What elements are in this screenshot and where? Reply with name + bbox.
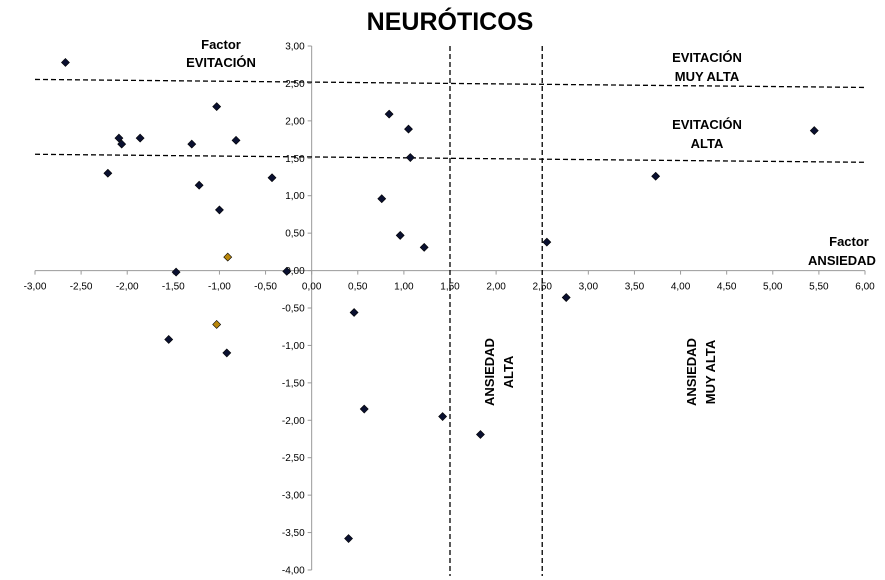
data-point (117, 139, 127, 149)
data-point (561, 293, 571, 302)
data-point (384, 109, 394, 119)
data-point (187, 139, 197, 149)
y-axis-label-line1: Factor (201, 37, 241, 52)
x-tick-label: 0,00 (302, 282, 322, 293)
y-tick-label: -0,50 (282, 304, 305, 315)
y-tick-label: 0,50 (285, 229, 305, 240)
data-point (405, 153, 415, 162)
x-axis-label-line2: ANSIEDAD (808, 253, 876, 268)
y-axis-label-line2: EVITACIÓN (186, 55, 256, 70)
x-tick-label: 5,50 (809, 282, 829, 293)
y-tick-label: 2,50 (285, 79, 305, 90)
data-point (542, 237, 552, 247)
label-anxiety-high-line1: ANSIEDAD (482, 338, 497, 406)
x-tick-label: 1,50 (440, 282, 460, 293)
y-tick-label: -3,50 (282, 528, 305, 539)
data-point (377, 194, 387, 204)
x-tick-label: 3,00 (579, 282, 599, 293)
data-point (476, 430, 485, 439)
y-tick-label: 1,50 (285, 154, 305, 165)
label-avoidance-high-line2: ALTA (691, 136, 724, 151)
horizontal-reference-line (34, 78, 866, 89)
x-tick-label: -0,50 (254, 282, 277, 293)
y-tick-label: -2,50 (282, 453, 305, 464)
data-point (164, 335, 174, 344)
x-axis-label-line1: Factor (829, 234, 869, 249)
label-anxiety-very-high: ANSIEDAD MUY ALTA (684, 338, 718, 406)
tick-labels: -3,00 -2,50 -2,00 -1,50 -1,00 -0,50 0,00 0,50 1,… (24, 42, 876, 577)
label-anxiety-high: ANSIEDAD ALTA (482, 338, 516, 406)
x-tick-label: 5,00 (763, 282, 783, 293)
x-tick-label: 4,50 (717, 282, 737, 293)
label-avoidance-very-high-line1: EVITACIÓN (672, 50, 742, 65)
x-axis-label: Factor ANSIEDAD (808, 234, 876, 268)
y-tick-label: -1,00 (282, 341, 305, 352)
x-tick-label: 2,00 (486, 282, 506, 293)
data-points (61, 58, 819, 543)
data-point (215, 205, 224, 215)
y-tick-label: -4,00 (282, 566, 305, 577)
data-point (419, 242, 429, 252)
data-point (344, 534, 353, 543)
data-point (438, 412, 448, 421)
x-tick-label: 0,50 (348, 282, 368, 293)
data-point (222, 348, 232, 358)
x-tick-label: 2,50 (532, 282, 552, 293)
x-tick-label: -1,50 (162, 282, 185, 293)
y-tick-label: -3,00 (282, 491, 305, 502)
data-point (282, 266, 292, 276)
data-point (194, 180, 204, 190)
data-point (212, 102, 222, 112)
x-tick-label: 3,50 (625, 282, 645, 293)
data-point (135, 133, 145, 143)
data-point (103, 168, 113, 178)
label-avoidance-very-high-line2: MUY ALTA (675, 69, 740, 84)
data-point (349, 308, 359, 317)
y-tick-label: 0,00 (285, 266, 305, 277)
y-tick-label: 1,00 (285, 191, 305, 202)
y-tick-label: -1,50 (282, 378, 305, 389)
label-anxiety-very-high-line2: MUY ALTA (703, 339, 718, 404)
label-avoidance-high: EVITACIÓN ALTA (672, 117, 742, 151)
x-tick-label: -2,50 (70, 282, 93, 293)
label-anxiety-high-line2: ALTA (501, 355, 516, 388)
horizontal-reference-line (34, 153, 866, 163)
data-point (231, 135, 241, 145)
data-point (359, 404, 369, 414)
x-tick-label: -3,00 (24, 282, 47, 293)
data-point (223, 252, 233, 262)
y-tick-label: 3,00 (285, 42, 305, 53)
label-avoidance-high-line1: EVITACIÓN (672, 117, 742, 132)
data-point (171, 267, 181, 277)
x-tick-label: 4,00 (671, 282, 691, 293)
data-point (404, 124, 413, 134)
y-axis-label: Factor EVITACIÓN (186, 37, 256, 70)
x-tick-label: 6,00 (855, 282, 875, 293)
data-point (651, 171, 661, 181)
reference-lines (34, 46, 866, 576)
data-point (114, 133, 124, 143)
label-anxiety-very-high-line1: ANSIEDAD (684, 338, 699, 406)
y-tick-label: 2,00 (285, 116, 305, 127)
label-avoidance-very-high: EVITACIÓN MUY ALTA (672, 50, 742, 84)
x-tick-label: -1,00 (208, 282, 231, 293)
data-point (61, 58, 70, 67)
data-point (809, 126, 819, 136)
data-point (395, 230, 405, 240)
data-point (267, 173, 277, 183)
data-point (212, 320, 222, 329)
x-tick-label: -2,00 (116, 282, 139, 293)
x-tick-label: 1,00 (394, 282, 414, 293)
chart-title: NEURÓTICOS (367, 6, 534, 36)
y-tick-label: -2,00 (282, 416, 305, 427)
